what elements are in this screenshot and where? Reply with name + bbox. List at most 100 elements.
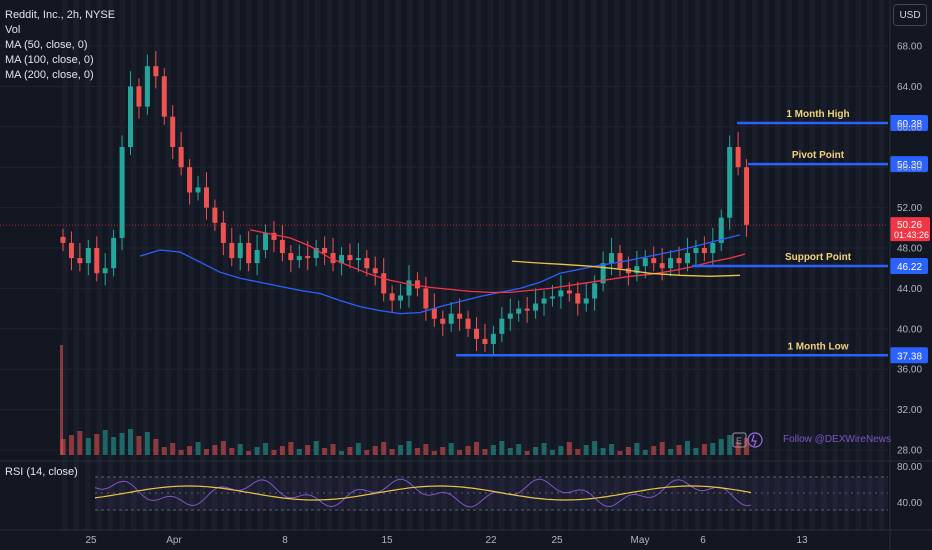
candle-body [448,313,454,324]
session-band [487,0,493,530]
session-band [418,0,424,530]
session-band [338,0,344,530]
level-price-label: 37.38 [897,351,922,362]
volume-bar [364,450,370,455]
dividend-icon[interactable] [747,432,763,448]
volume-bar [541,443,547,455]
legend-ma50: MA (50, close, 0) [5,39,88,51]
volume-bar [330,444,336,455]
candle-body [727,147,733,218]
session-band [349,0,355,530]
moving-averages [139,229,746,315]
session-band [648,0,654,530]
volume-bar [170,443,176,455]
x-tick-label: May [631,535,650,546]
candle-body [94,248,100,274]
candle-body [482,338,488,344]
candle-body [144,66,150,107]
ma50-line [139,234,741,315]
candle-body [372,268,378,274]
volume-bar [144,432,150,455]
volume-bar [457,450,463,455]
session-band [464,0,470,530]
volume-bar [516,444,522,455]
session-band [395,0,401,530]
earnings-icon[interactable]: E [732,432,747,448]
volume-bar [533,447,539,455]
volume-bar [355,443,361,455]
volume-bars [60,345,750,455]
candle-body [668,258,674,269]
candle-body [322,248,328,254]
y-tick-label: 32.00 [897,405,922,416]
volume-bar [634,443,640,455]
candle-body [195,187,201,193]
level-price-label: 46.22 [897,262,922,273]
price-levels: 1 Month High 60.38 Pivot Point 56.30 Support… [456,109,928,364]
legend-volume: Vol [5,24,21,36]
candle-body [178,147,184,168]
volume-bar [448,443,454,455]
rsi-ma-line [94,485,752,501]
level-name: Support Point [785,252,852,263]
candle-body [524,308,530,311]
candle-body [406,280,412,296]
volume-bar [85,438,91,455]
candle-body [288,253,294,261]
volume-bar [490,445,496,455]
candle-body [271,232,277,240]
candle-body [558,290,564,297]
candle-body [85,248,91,264]
volume-bar [94,434,100,455]
session-band [522,0,528,530]
candle-body [659,263,665,269]
volume-bar [617,451,623,455]
session-band [326,0,332,530]
y-tick-label: 28.00 [897,446,922,457]
volume-bar [153,439,159,455]
session-band [280,0,286,530]
candle-body [220,222,226,243]
candle-body [744,167,750,225]
volume-bar [271,450,277,455]
legend-ma200: MA (200, close, 0) [5,69,94,81]
candle-body [77,258,83,264]
volume-bar [609,444,615,455]
x-tick-label: 22 [485,535,497,546]
rsi-tick-label: 80.00 [897,462,922,473]
candle-body [541,298,547,304]
y-tick-label: 60.00 [897,122,922,133]
candle-body [119,147,125,238]
level-price-tag [890,257,928,274]
candle-body [254,250,260,264]
y-tick-label: 52.00 [897,203,922,214]
volume-bar [212,445,218,455]
candle-body [389,293,395,301]
volume-bar [524,451,530,455]
candle-body [575,293,581,304]
currency-button[interactable]: USD [893,4,927,26]
candle-body [381,273,387,294]
level-name: 1 Month High [786,109,849,120]
volume-bar [659,442,665,455]
x-tick-label: 25 [85,535,97,546]
candle-body [701,248,707,254]
candle-body [440,318,446,324]
candle-body [592,283,598,299]
session-band [177,0,183,530]
candle-body [431,308,437,319]
current-price-label: 50.26 [897,220,922,231]
session-band [545,0,551,530]
candle-body [634,266,640,274]
candle-body [279,239,285,254]
session-band [556,0,562,530]
session-band [499,0,505,530]
x-tick-label: 8 [282,535,288,546]
session-band [430,0,436,530]
session-band [384,0,390,530]
volume-bar [642,450,648,455]
volume-bar [583,445,589,455]
volume-bar [710,443,716,455]
session-band [73,0,79,530]
